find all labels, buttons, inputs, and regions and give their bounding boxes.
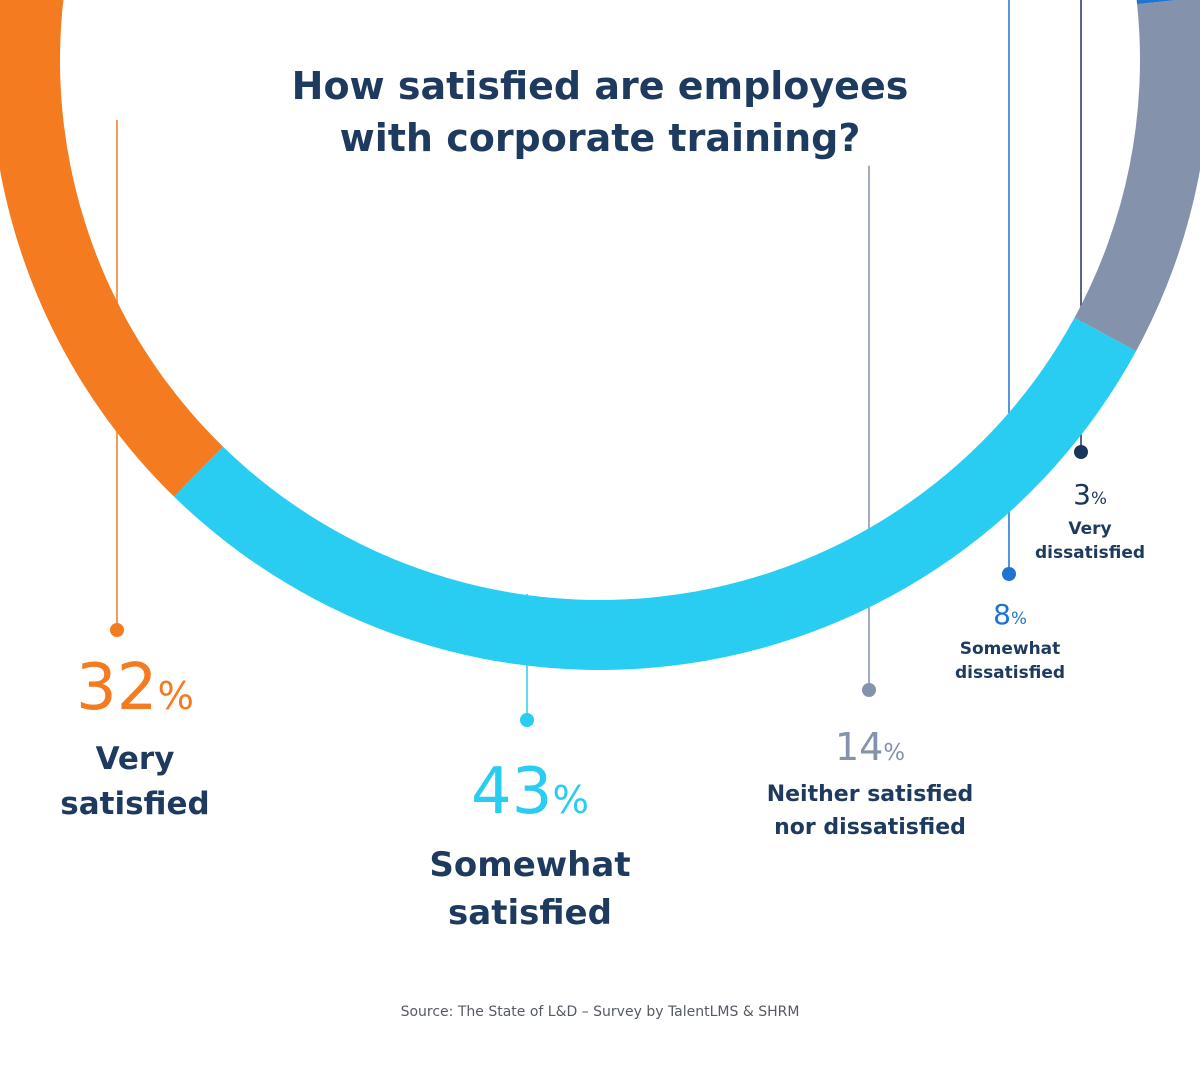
category-label-neither-2: nor dissatisfied bbox=[774, 815, 966, 840]
arc-segment-neither bbox=[1074, 0, 1200, 352]
leader-dot-somewhat-dissatisfied bbox=[1002, 567, 1016, 581]
label-somewhat-dissatisfied: 8% Somewhat dissatisfied bbox=[930, 596, 1090, 685]
label-neither: 14% Neither satisfied nor dissatisfied bbox=[740, 722, 1000, 844]
value-label-somewhat-satisfied: 43% bbox=[471, 755, 589, 829]
arc-segment-somewhat-dissatisfied bbox=[1136, 0, 1177, 5]
label-very-dissatisfied: 3% Very dissatisfied bbox=[1020, 476, 1160, 565]
label-very-satisfied: 32% Very satisfied bbox=[20, 648, 250, 827]
category-label-somewhat-satisfied-1: Somewhat bbox=[429, 845, 631, 885]
chart-title: How satisfied are employees with corpora… bbox=[0, 60, 1200, 164]
leader-dot-somewhat-satisfied bbox=[520, 713, 534, 727]
leader-dot-very-dissatisfied bbox=[1074, 445, 1088, 459]
source-note: Source: The State of L&D – Survey by Tal… bbox=[400, 1004, 800, 1020]
category-label-somewhat-dissatisfied-1: Somewhat bbox=[959, 639, 1061, 659]
category-label-very-dissatisfied-2: dissatisfied bbox=[1034, 543, 1146, 563]
value-label-very-satisfied: 32% bbox=[76, 651, 194, 725]
category-label-very-satisfied-1: Very bbox=[95, 741, 175, 777]
category-label-neither-1: Neither satisfied bbox=[766, 782, 974, 807]
chart-title-line-2: with corporate training? bbox=[339, 116, 861, 160]
arc-segments bbox=[0, 0, 1200, 670]
category-label-very-dissatisfied-1: Very bbox=[1068, 519, 1112, 539]
arc-segment-somewhat-satisfied bbox=[174, 317, 1137, 670]
value-label-very-dissatisfied: 3% bbox=[1073, 478, 1107, 511]
chart-title-line-1: How satisfied are employees bbox=[291, 64, 909, 108]
category-label-somewhat-satisfied-2: satisfied bbox=[448, 893, 612, 933]
label-somewhat-satisfied: 43% Somewhat satisfied bbox=[380, 752, 680, 937]
arc-segment-very-satisfied bbox=[0, 0, 223, 497]
category-label-somewhat-dissatisfied-2: dissatisfied bbox=[954, 663, 1066, 683]
category-label-very-satisfied-2: satisfied bbox=[60, 786, 210, 822]
leader-dot-neither bbox=[862, 683, 876, 697]
value-label-somewhat-dissatisfied: 8% bbox=[993, 598, 1027, 631]
leader-dot-very-satisfied bbox=[110, 623, 124, 637]
value-label-neither: 14% bbox=[834, 725, 906, 769]
